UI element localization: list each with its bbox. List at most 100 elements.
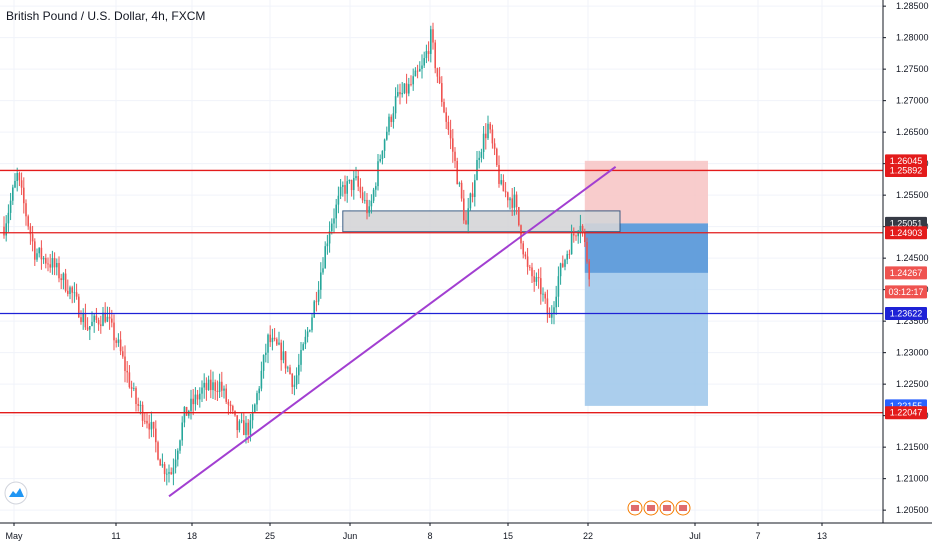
candle-body: [445, 112, 447, 122]
candle-body: [306, 331, 309, 337]
candle-body: [328, 231, 331, 244]
candle-body: [62, 273, 65, 281]
candle-body: [36, 253, 38, 260]
y-tick-label: 1.28000: [896, 33, 929, 43]
candle-body: [370, 200, 373, 207]
x-tick-label: 11: [111, 531, 120, 541]
candle-body: [432, 29, 434, 43]
candle-body: [265, 352, 267, 355]
candle-body: [91, 321, 93, 327]
candle-body: [130, 387, 133, 389]
candle-body: [566, 254, 568, 260]
candle-body: [174, 459, 177, 468]
x-tick-label: 25: [265, 531, 275, 541]
candle-body: [405, 83, 408, 94]
x-tick-label: Jun: [343, 531, 358, 541]
candle-body: [185, 406, 188, 416]
candle-body: [469, 193, 472, 209]
candle-body: [460, 182, 463, 199]
candle-body: [161, 464, 164, 466]
candle-body: [392, 113, 395, 123]
candle-body: [201, 387, 203, 394]
candle-body: [399, 92, 401, 95]
y-tick-label: 1.25500: [896, 190, 929, 200]
candle-body: [421, 65, 423, 69]
candle-body: [42, 257, 45, 260]
candle-body: [100, 324, 102, 326]
candle-body: [478, 157, 480, 160]
candle-body: [388, 116, 390, 132]
decor: [4, 481, 691, 516]
candle-body: [480, 152, 483, 158]
x-tick-label: Jul: [689, 531, 701, 541]
candle-body: [309, 330, 311, 332]
candle-body: [544, 293, 546, 299]
candle-body: [104, 312, 106, 322]
logo-badge: [4, 481, 28, 505]
candle-body: [40, 247, 43, 260]
candle-body: [251, 412, 254, 421]
candle-body: [225, 388, 227, 402]
candle-body: [317, 289, 320, 302]
candle-body: [240, 420, 243, 422]
price-tag-label: 1.25051: [890, 218, 923, 228]
candle-body: [67, 290, 69, 294]
candle-body: [522, 243, 524, 255]
candle-body: [75, 292, 78, 297]
candle-body: [212, 382, 214, 391]
candle-body: [331, 223, 333, 232]
candle-body: [577, 233, 579, 237]
price-tag-label: 1.26045: [890, 156, 923, 166]
candle-body: [355, 176, 357, 179]
candle-body: [38, 247, 40, 254]
candle-body: [133, 388, 135, 389]
candle-body: [361, 192, 364, 201]
candle-body: [289, 367, 291, 374]
candle-body: [588, 261, 590, 280]
candle-body: [280, 342, 282, 361]
candle-body: [108, 316, 111, 319]
candle-body: [551, 313, 553, 318]
candle-body: [152, 421, 155, 429]
y-tick-label: 1.28500: [896, 1, 929, 11]
overlay-lines: [0, 165, 883, 498]
candle-body: [474, 180, 476, 197]
price-tag-label: 03:12:17: [888, 287, 923, 297]
candle-body: [548, 314, 551, 318]
candle-body: [282, 351, 285, 361]
candle-body: [322, 268, 324, 273]
price-tag-red: [885, 226, 927, 240]
candle-body: [298, 364, 300, 376]
candle-body: [500, 180, 502, 184]
x-tick-label: 22: [583, 531, 593, 541]
candle-body: [229, 404, 232, 407]
candle-body: [394, 96, 397, 114]
candle-body: [51, 258, 54, 268]
candle-body: [199, 393, 201, 400]
candle-body: [273, 337, 276, 340]
candle-body: [524, 254, 527, 257]
candle-body: [71, 287, 73, 293]
candle-body: [496, 148, 498, 166]
candle-body: [537, 277, 540, 279]
price-tag-label: 1.24267: [890, 268, 923, 278]
candle-body: [372, 189, 375, 201]
candle-body: [146, 420, 148, 424]
candle-body: [311, 317, 313, 331]
candle-body: [194, 394, 197, 405]
candle-body: [284, 351, 287, 369]
candle-body: [454, 151, 456, 162]
candle-body: [256, 393, 258, 405]
candle-body: [137, 403, 139, 406]
candle-body: [403, 83, 406, 93]
candle-body: [557, 276, 560, 297]
candle-body: [64, 273, 67, 291]
candle-body: [467, 208, 469, 225]
candle-body: [247, 422, 249, 435]
candle-body: [53, 258, 56, 268]
x-tick-label: 8: [427, 531, 432, 541]
candle-body: [526, 256, 529, 267]
event-flag-fill: [679, 505, 687, 511]
candle-body: [581, 225, 584, 232]
